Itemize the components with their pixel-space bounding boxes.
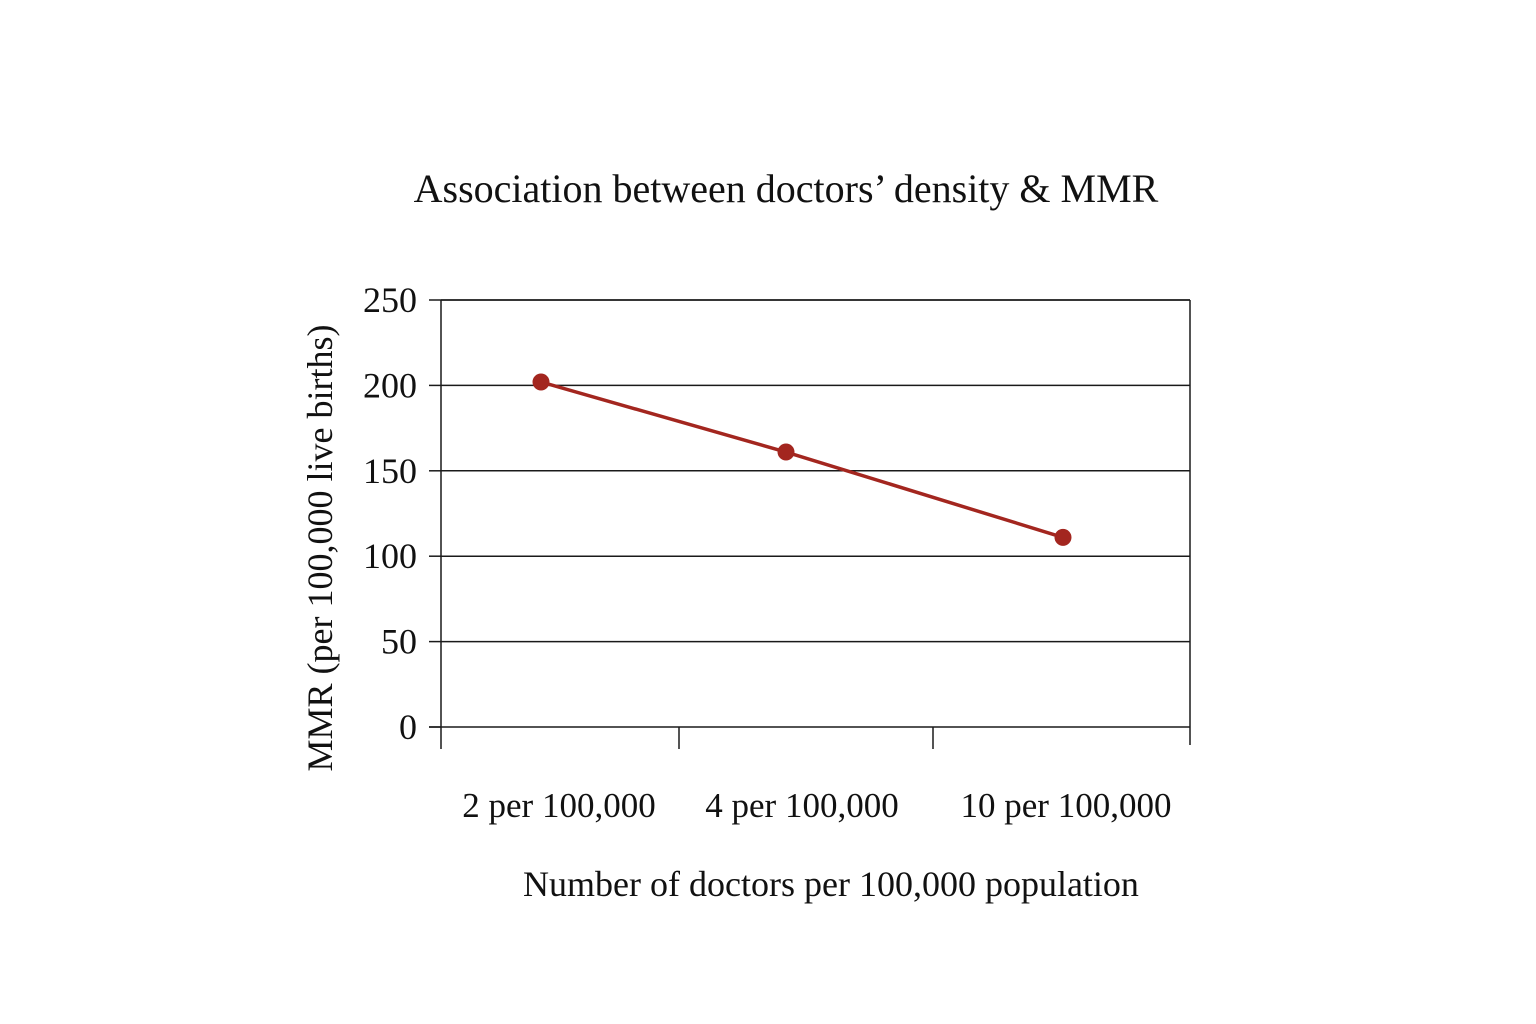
y-tick-label: 200	[363, 365, 417, 405]
data-point	[1054, 528, 1072, 546]
chart-title: Association between doctors’ density & M…	[414, 166, 1159, 211]
x-category-labels: 2 per 100,000 4 per 100,000 10 per 100,000	[462, 786, 1171, 825]
y-tick-label: 0	[399, 707, 417, 747]
x-category-label: 2 per 100,000	[462, 786, 655, 825]
x-category-label: 4 per 100,000	[705, 786, 898, 825]
data-point	[777, 443, 795, 461]
series-line	[540, 380, 1064, 540]
data-series	[532, 373, 1072, 546]
y-axis-label: MMR (per 100,000 live births)	[300, 325, 340, 772]
x-axis-label: Number of doctors per 100,000 population	[523, 864, 1139, 904]
y-tick-label: 100	[363, 536, 417, 576]
y-tick-label: 50	[381, 622, 417, 662]
y-tick-label: 150	[363, 451, 417, 491]
y-tick-labels: 0 50 100 150 200 250	[363, 280, 441, 747]
y-tick-label: 250	[363, 280, 417, 320]
gridlines	[441, 299, 1190, 643]
axes	[429, 299, 1191, 749]
x-category-label: 10 per 100,000	[961, 786, 1172, 825]
data-point	[532, 373, 550, 391]
